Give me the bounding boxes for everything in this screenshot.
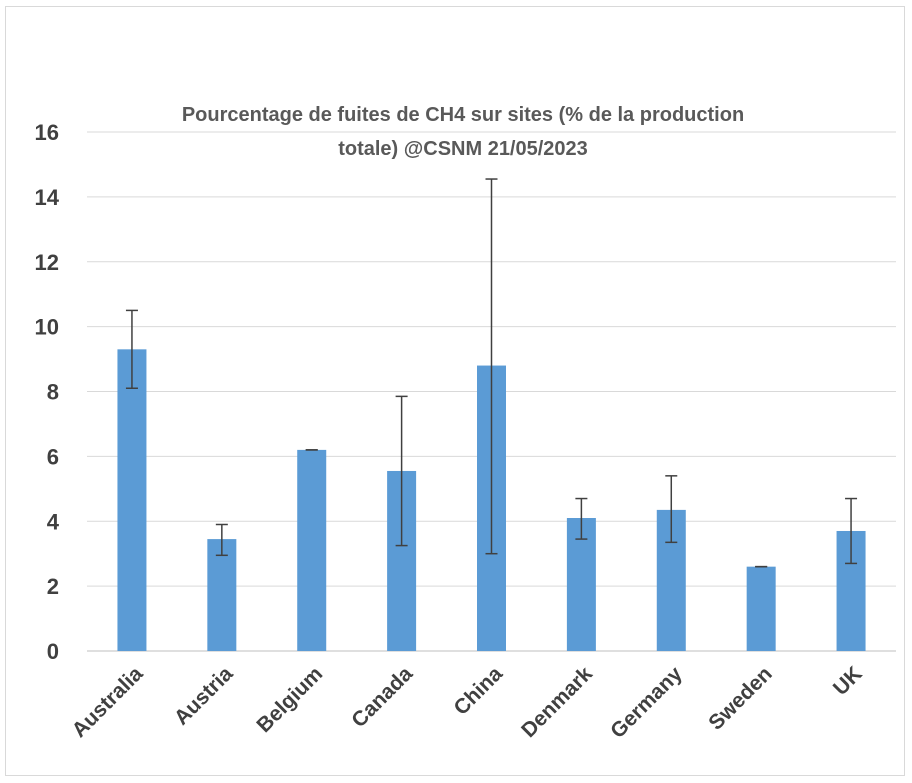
bar: [746, 566, 776, 651]
y-tick-label: 12: [35, 250, 59, 275]
x-category-label: Denmark: [517, 662, 597, 742]
x-category-label: China: [450, 662, 508, 720]
bar: [566, 518, 596, 651]
bar: [297, 449, 327, 651]
chart-title-line-2: totale) @CSNM 21/05/2023: [338, 138, 588, 160]
x-category-label: Germany: [606, 662, 687, 743]
x-category-label: Belgium: [252, 662, 327, 737]
error-bar: [395, 395, 408, 547]
y-tick-label: 6: [47, 444, 59, 469]
error-bars: [125, 178, 858, 568]
bar: [117, 349, 147, 651]
bars: [117, 349, 866, 651]
error-bar: [575, 497, 588, 540]
error-bar: [845, 497, 858, 565]
x-category-label: Sweden: [704, 662, 776, 734]
y-tick-label: 4: [47, 509, 60, 534]
y-tick-label: 2: [47, 574, 59, 599]
x-axis-category-labels: Australia Austria Belgium Canada China Denmar…: [68, 662, 867, 743]
error-bar: [665, 475, 678, 544]
chart-title: Pourcentage de fuites de CH4 sur sites (…: [182, 104, 744, 160]
y-tick-label: 10: [35, 315, 59, 340]
x-category-label: Australia: [68, 662, 148, 742]
y-tick-label: 0: [47, 639, 59, 664]
y-tick-label: 16: [35, 120, 59, 145]
error-bar: [215, 523, 228, 557]
bar: [207, 539, 237, 651]
x-category-label: UK: [829, 662, 867, 700]
x-category-label: Austria: [170, 662, 238, 730]
chart-title-line-1: Pourcentage de fuites de CH4 sur sites (…: [182, 104, 744, 126]
y-tick-label: 14: [35, 185, 60, 210]
error-bar: [485, 178, 498, 555]
y-tick-label: 8: [47, 380, 59, 405]
x-category-label: Canada: [347, 662, 417, 732]
y-axis-tick-labels: 0 2 4 6 8 10 12 14 16: [35, 120, 60, 664]
error-bar: [125, 309, 138, 390]
